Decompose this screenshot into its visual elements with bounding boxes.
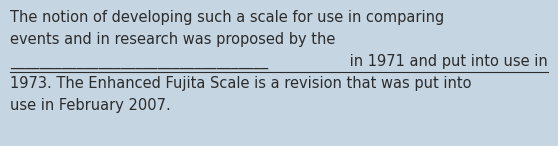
Text: The notion of developing such a scale for use in comparing: The notion of developing such a scale fo…: [10, 10, 444, 25]
Text: in 1971 and put into use in: in 1971 and put into use in: [345, 54, 548, 69]
Text: ___________________________________: ___________________________________: [10, 54, 268, 69]
Text: use in February 2007.: use in February 2007.: [10, 98, 171, 113]
Text: events and in research was proposed by the: events and in research was proposed by t…: [10, 32, 335, 47]
Text: 1973. The Enhanced Fujita Scale is a revision that was put into: 1973. The Enhanced Fujita Scale is a rev…: [10, 76, 472, 91]
